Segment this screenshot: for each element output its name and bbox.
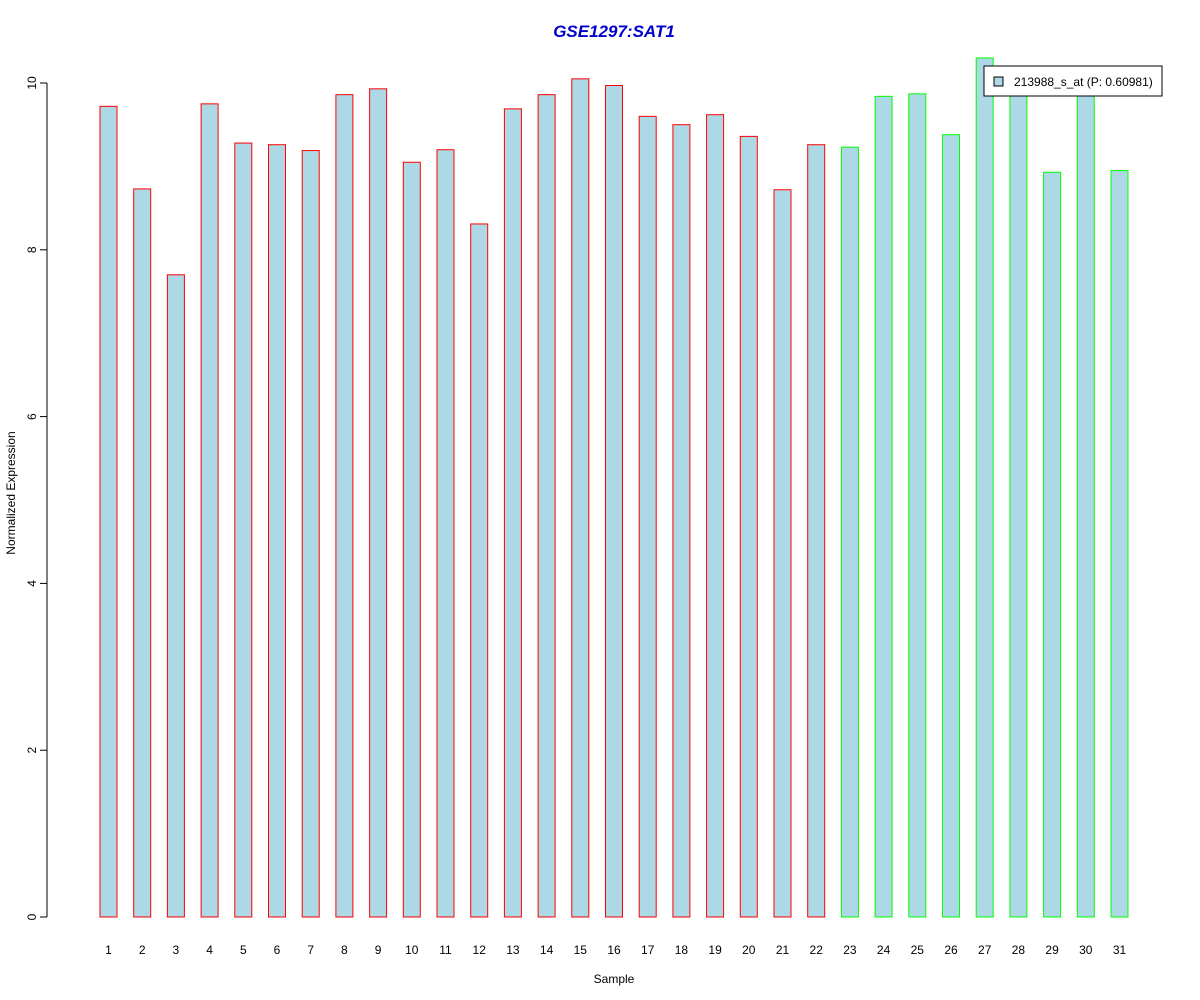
x-tick-label: 14 xyxy=(540,943,554,957)
x-tick-label: 3 xyxy=(173,943,180,957)
x-tick-label: 25 xyxy=(911,943,925,957)
x-tick-label: 21 xyxy=(776,943,790,957)
bars-group xyxy=(99,57,1129,918)
bar-sample-27 xyxy=(975,57,994,918)
bar-sample-28 xyxy=(1009,90,1028,918)
bar-sample-10 xyxy=(402,161,421,918)
x-tick-label: 10 xyxy=(405,943,419,957)
bar-sample-23 xyxy=(840,146,859,918)
bar-sample-3 xyxy=(166,274,185,918)
bar-sample-13 xyxy=(503,108,522,918)
bar-sample-7 xyxy=(301,150,320,918)
x-tick-label: 22 xyxy=(810,943,824,957)
x-tick-label: 1 xyxy=(105,943,112,957)
bar-sample-15 xyxy=(571,78,590,918)
x-axis-label: Sample xyxy=(594,972,635,986)
y-axis-label: Normalized Expression xyxy=(4,431,18,554)
bar-sample-1 xyxy=(99,105,118,918)
bar-sample-17 xyxy=(638,115,657,918)
legend-label: 213988_s_at (P: 0.60981) xyxy=(1014,75,1153,89)
x-tick-label: 4 xyxy=(206,943,213,957)
x-tick-label: 30 xyxy=(1079,943,1093,957)
bar-sample-18 xyxy=(672,124,691,918)
x-tick-label: 16 xyxy=(607,943,621,957)
x-tick-label: 2 xyxy=(139,943,146,957)
x-tick-label: 26 xyxy=(944,943,958,957)
bar-sample-5 xyxy=(234,142,253,918)
legend-box xyxy=(983,65,1163,97)
x-tick-label: 6 xyxy=(274,943,281,957)
bar-sample-21 xyxy=(773,189,792,918)
y-tick-label: 0 xyxy=(25,913,39,920)
x-tick-label: 15 xyxy=(574,943,588,957)
x-tick-label: 17 xyxy=(641,943,655,957)
x-tick-label: 12 xyxy=(473,943,487,957)
bar-sample-20 xyxy=(739,135,758,918)
x-tick-label: 27 xyxy=(978,943,992,957)
bar-sample-9 xyxy=(369,88,388,918)
bar-sample-19 xyxy=(706,114,725,918)
bar-sample-24 xyxy=(874,95,893,918)
x-tick-labels: 1 2 3 4 5 6 7 8 9 10 11 12 13 14 15 16 17 18 19 20 21 22 23 24 2… xyxy=(105,943,1126,957)
bar-sample-2 xyxy=(133,188,152,918)
bar-sample-4 xyxy=(200,103,219,918)
bar-sample-25 xyxy=(908,93,927,918)
x-tick-label: 9 xyxy=(375,943,382,957)
x-tick-label: 11 xyxy=(439,943,452,957)
x-tick-label: 8 xyxy=(341,943,348,957)
y-tick-label: 6 xyxy=(25,413,39,420)
x-tick-label: 7 xyxy=(307,943,314,957)
x-tick-label: 20 xyxy=(742,943,756,957)
x-tick-label: 24 xyxy=(877,943,891,957)
x-tick-label: 18 xyxy=(675,943,689,957)
legend-swatch xyxy=(993,76,1004,87)
x-tick-label: 13 xyxy=(506,943,520,957)
bar-sample-31 xyxy=(1110,170,1129,918)
y-tick-label: 10 xyxy=(25,76,39,90)
bar-sample-26 xyxy=(942,134,960,918)
bar-sample-6 xyxy=(268,144,286,918)
x-tick-label: 19 xyxy=(708,943,722,957)
legend: 213988_s_at (P: 0.60981) xyxy=(983,65,1163,97)
y-tick-label: 4 xyxy=(25,580,39,587)
bar-sample-12 xyxy=(470,223,489,918)
y-axis: 0 2 4 6 8 10 xyxy=(25,76,48,920)
x-tick-label: 5 xyxy=(240,943,247,957)
bar-sample-16 xyxy=(605,85,623,918)
x-tick-label: 29 xyxy=(1045,943,1059,957)
x-tick-label: 23 xyxy=(843,943,857,957)
bar-sample-29 xyxy=(1043,171,1062,918)
bar-sample-11 xyxy=(436,149,455,918)
x-tick-label: 31 xyxy=(1113,943,1127,957)
y-tick-label: 8 xyxy=(25,246,39,253)
x-tick-label: 28 xyxy=(1012,943,1026,957)
bar-sample-8 xyxy=(335,94,354,918)
bar-sample-14 xyxy=(537,94,556,918)
bar-sample-30 xyxy=(1076,86,1095,918)
y-tick-label: 2 xyxy=(25,747,39,754)
bar-sample-22 xyxy=(807,144,826,918)
chart-title: GSE1297:SAT1 xyxy=(553,22,675,41)
